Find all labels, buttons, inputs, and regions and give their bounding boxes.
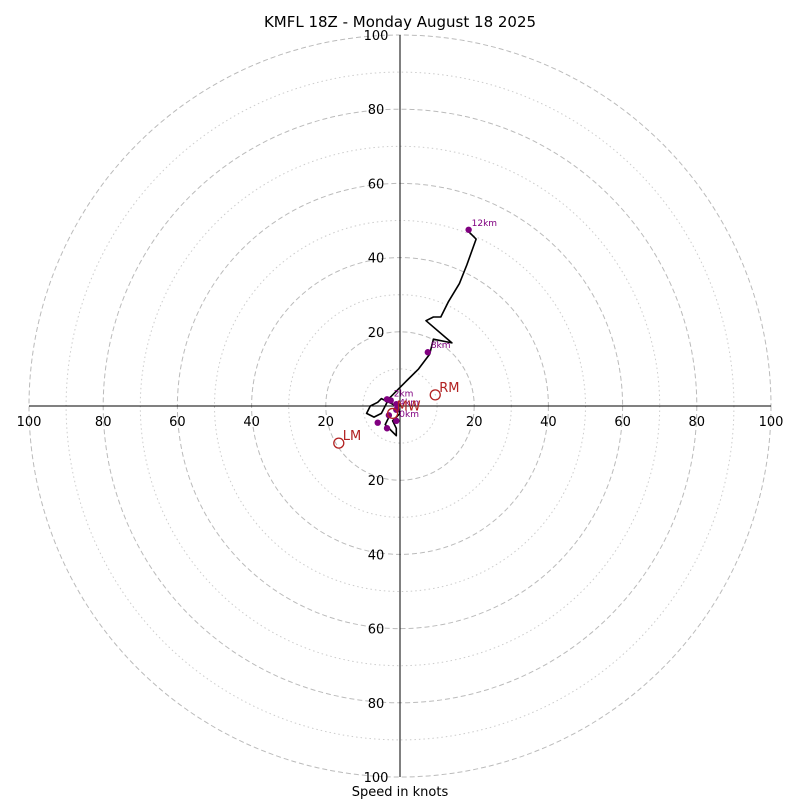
height-label: 8km xyxy=(431,341,451,351)
storm-motion-marker xyxy=(429,389,441,401)
storm-motion-label: LM xyxy=(343,429,361,444)
tick-label-bottom: 80 xyxy=(368,697,385,712)
tick-label-left: 80 xyxy=(95,415,112,430)
tick-label-right: 60 xyxy=(614,415,631,430)
height-point xyxy=(465,226,472,233)
tick-label-right: 20 xyxy=(466,415,483,430)
height-label: 0km xyxy=(399,410,419,420)
axes xyxy=(29,35,771,777)
tick-label-bottom: 20 xyxy=(368,474,385,489)
tick-label-top: 60 xyxy=(368,177,385,192)
tick-label-right: 80 xyxy=(689,415,706,430)
chart-title: KMFL 18Z - Monday August 18 2025 xyxy=(264,13,536,31)
tick-label-top: 40 xyxy=(368,252,385,267)
tick-label-bottom: 40 xyxy=(368,548,385,563)
storm-motions: RM LM MW xyxy=(333,381,459,449)
tick-label-right: 100 xyxy=(759,415,784,430)
tick-label-top: 20 xyxy=(368,326,385,341)
height-point xyxy=(383,425,391,432)
storm-motion-label: RM xyxy=(439,381,459,396)
height-point xyxy=(393,400,400,408)
height-label: 4km xyxy=(399,399,419,409)
height-point xyxy=(374,419,381,426)
storm-motion-marker xyxy=(333,437,345,449)
height-point xyxy=(393,417,400,425)
height-point xyxy=(424,349,432,356)
tick-label-left: 20 xyxy=(318,415,335,430)
tick-label-bottom: 60 xyxy=(368,623,385,638)
tick-labels: 20 20 20 20 40 40 40 40 60 60 60 60 80 80 80 80 100 100 10… xyxy=(17,29,784,786)
x-axis-label: Speed in knots xyxy=(352,785,449,800)
tick-label-bottom: 100 xyxy=(364,771,389,786)
tick-label-left: 40 xyxy=(243,415,260,430)
tick-label-right: 40 xyxy=(540,415,557,430)
tick-label-left: 60 xyxy=(169,415,186,430)
height-point xyxy=(387,397,394,404)
height-label: 2km xyxy=(394,389,414,399)
tick-label-left: 100 xyxy=(17,415,42,430)
tick-label-top: 100 xyxy=(364,29,389,44)
storm-motion-label: MW xyxy=(397,399,421,414)
storm-motion-marker xyxy=(386,407,399,420)
tick-label-top: 80 xyxy=(368,103,385,118)
height-label: 12km xyxy=(472,219,497,229)
